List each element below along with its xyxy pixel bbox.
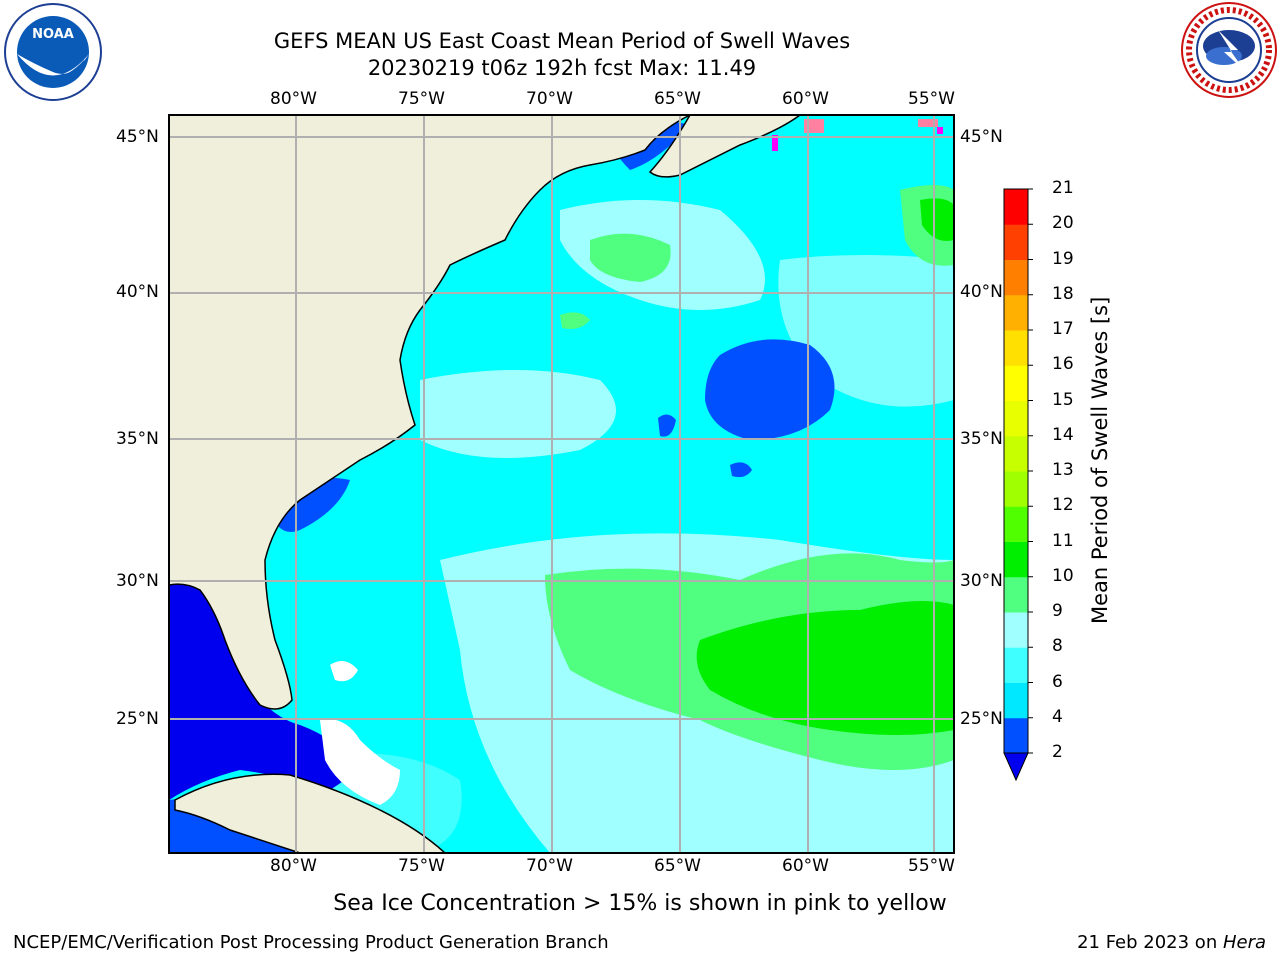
colorbar-swatch	[1004, 506, 1028, 542]
swell-region-under	[169, 584, 360, 800]
noaa-logo: NOAA	[4, 3, 102, 101]
colorbar-under-extension	[1003, 752, 1029, 782]
lon-tick-bottom: 60°W	[782, 856, 829, 876]
colorbar-swatch	[1004, 330, 1028, 366]
colorbar-swatch	[1004, 647, 1028, 683]
no-data-bahamas	[320, 719, 400, 805]
sea-ice-patch	[918, 119, 938, 127]
swell-region-green	[560, 312, 590, 329]
footer-credit: NCEP/EMC/Verification Post Processing Pr…	[13, 932, 609, 953]
swell-region-bright-green	[696, 601, 954, 735]
colorbar-tick-label: 6	[1052, 671, 1063, 692]
colorbar-swatch	[1004, 189, 1028, 225]
lon-tick-top: 75°W	[398, 89, 445, 109]
no-data-bahamas	[330, 661, 358, 682]
lat-tick-left: 45°N	[116, 127, 159, 147]
colorbar-tick-label: 15	[1052, 389, 1074, 410]
colorbar-tick-label: 2	[1052, 742, 1063, 762]
lat-tick-right: 25°N	[960, 709, 1003, 729]
chart-subtitle: 20230219 t06z 192h fcst Max: 11.49	[367, 56, 757, 80]
lon-tick-bottom: 65°W	[654, 856, 701, 876]
swell-region-light	[420, 370, 616, 458]
colorbar-swatch	[1004, 576, 1028, 613]
footer-date-text: 21 Feb 2023 on	[1077, 932, 1223, 953]
colorbar-swatch	[1004, 400, 1028, 437]
lon-tick-bottom: 80°W	[270, 856, 317, 876]
colorbar-tick-label: 21	[1052, 178, 1074, 198]
colorbar-tick-label: 20	[1052, 213, 1074, 234]
map-fill	[169, 115, 954, 853]
colorbar-swatch	[1004, 365, 1028, 401]
sea-ice-note: Sea Ice Concentration > 15% is shown in …	[333, 891, 947, 916]
footer-machine: Hera	[1222, 932, 1266, 953]
chart-title: GEFS MEAN US East Coast Mean Period of S…	[273, 29, 851, 53]
lat-tick-right: 40°N	[960, 282, 1003, 302]
lon-tick-bottom: 55°W	[908, 856, 955, 876]
swell-region-blue	[730, 462, 752, 478]
lat-tick-left: 35°N	[116, 429, 159, 449]
nws-logo	[1181, 2, 1277, 98]
colorbar-tick-label: 8	[1052, 636, 1063, 657]
colorbar-tick-label: 14	[1052, 424, 1074, 445]
sea-ice-patch	[937, 127, 943, 134]
colorbar-swatch	[1004, 682, 1028, 719]
colorbar-swatch	[1004, 294, 1028, 331]
colorbar-tick-label: 12	[1052, 495, 1074, 516]
noaa-logo-text: NOAA	[32, 27, 74, 42]
colorbar-swatch	[1004, 717, 1028, 754]
lon-tick-top: 60°W	[782, 89, 829, 109]
lat-tick-left: 40°N	[116, 282, 159, 302]
land-cuba	[174, 773, 447, 853]
colorbar-tick-label: 10	[1052, 565, 1074, 586]
lon-tick-bottom: 70°W	[526, 856, 573, 876]
lat-tick-right: 30°N	[960, 571, 1003, 591]
swell-region-blue	[705, 339, 835, 440]
colorbar-swatch	[1004, 435, 1028, 472]
colorbar-tick-label: 9	[1052, 601, 1063, 621]
colorbar-tick-label: 13	[1052, 460, 1074, 480]
lon-tick-top: 65°W	[654, 89, 701, 109]
colorbar-swatch	[1004, 259, 1028, 296]
colorbar-swatch	[1004, 612, 1028, 648]
swell-region-bright-green	[920, 198, 954, 241]
colorbar-tick-label: 19	[1052, 248, 1074, 269]
land-north-america	[169, 115, 691, 710]
colorbar	[1003, 188, 1033, 782]
colorbar-tick-label: 4	[1052, 706, 1063, 727]
map-frame	[168, 114, 955, 854]
lat-tick-right: 45°N	[960, 127, 1003, 147]
lat-tick-left: 30°N	[116, 571, 159, 591]
footer-date: 21 Feb 2023 on Hera	[1077, 932, 1266, 953]
swell-region-green	[590, 233, 671, 282]
lon-tick-top: 55°W	[908, 89, 955, 109]
colorbar-tick-label: 17	[1052, 319, 1074, 339]
lat-tick-right: 35°N	[960, 429, 1003, 449]
sea-ice-patch	[772, 135, 778, 151]
swell-region-blue	[658, 414, 676, 437]
colorbar-swatch	[1004, 224, 1028, 260]
colorbar-tick-label: 16	[1052, 354, 1074, 375]
colorbar-swatch	[1004, 471, 1028, 507]
lon-tick-top: 70°W	[526, 89, 573, 109]
lat-tick-left: 25°N	[116, 709, 159, 729]
colorbar-title: Mean Period of Swell Waves [s]	[1088, 296, 1112, 624]
colorbar-tick-label: 18	[1052, 283, 1074, 304]
map-grid	[169, 115, 954, 853]
lon-tick-bottom: 75°W	[398, 856, 445, 876]
colorbar-tick-label: 11	[1052, 530, 1074, 551]
colorbar-swatch	[1004, 541, 1028, 578]
lon-tick-top: 80°W	[270, 89, 317, 109]
